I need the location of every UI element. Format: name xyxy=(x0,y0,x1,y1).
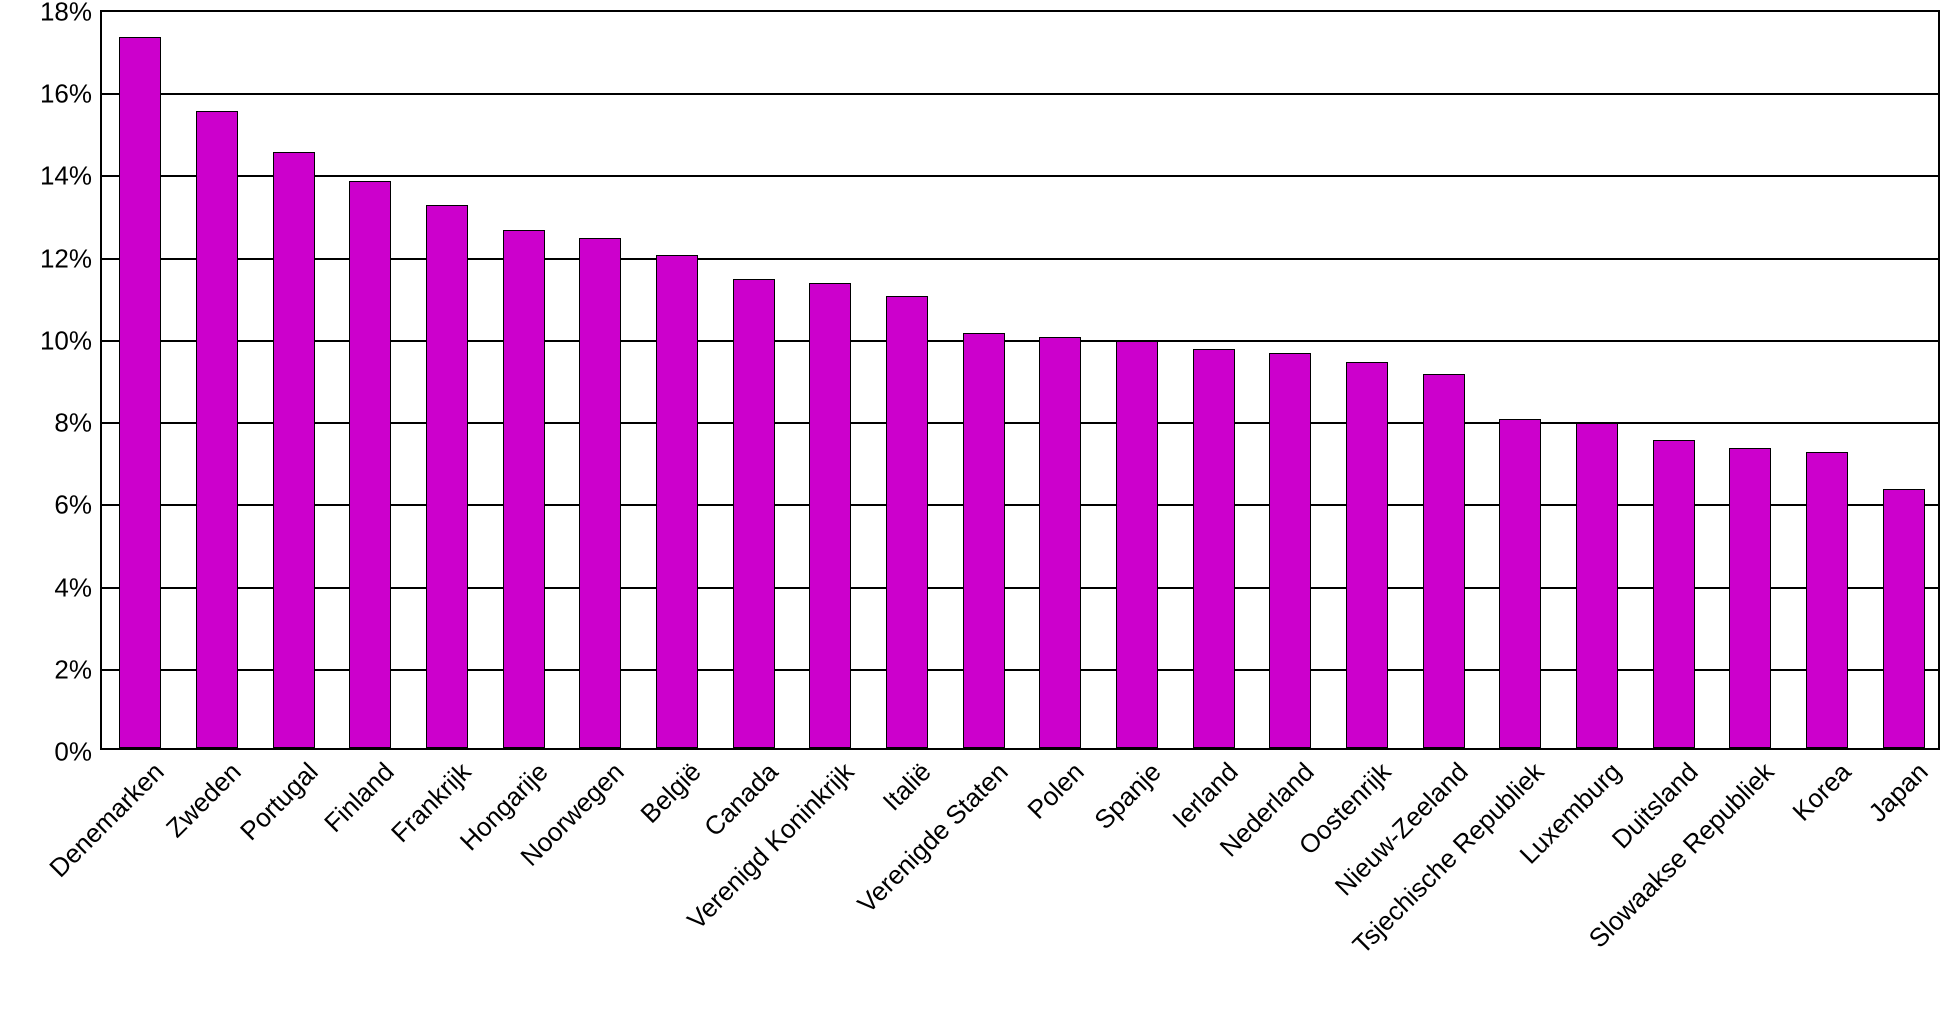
bar xyxy=(1423,374,1465,748)
bar xyxy=(1729,448,1771,748)
bar xyxy=(1269,353,1311,748)
y-tick-label: 8% xyxy=(54,408,102,439)
bar xyxy=(579,238,621,748)
bar xyxy=(1653,440,1695,748)
bar xyxy=(886,296,928,748)
y-tick-label: 0% xyxy=(54,737,102,768)
bar xyxy=(273,152,315,748)
y-tick-label: 10% xyxy=(40,325,102,356)
bar xyxy=(809,283,851,748)
bar xyxy=(963,333,1005,748)
y-tick-label: 18% xyxy=(40,0,102,28)
x-tick-text: Denemarken xyxy=(44,756,171,883)
x-tick-text: Japan xyxy=(1862,756,1934,828)
y-tick-label: 2% xyxy=(54,654,102,685)
bar xyxy=(656,255,698,748)
bar xyxy=(1039,337,1081,748)
bar xyxy=(1499,419,1541,748)
bar xyxy=(119,37,161,748)
bar xyxy=(1346,362,1388,748)
bar xyxy=(1116,341,1158,748)
plot-area: 0%2%4%6%8%10%12%14%16%18%DenemarkenZwede… xyxy=(100,10,1940,750)
bar xyxy=(1576,423,1618,748)
y-tick-label: 6% xyxy=(54,490,102,521)
y-tick-label: 14% xyxy=(40,161,102,192)
bar xyxy=(196,111,238,748)
bar xyxy=(503,230,545,748)
bar xyxy=(349,181,391,748)
gridline xyxy=(102,93,1938,95)
x-tick-text: Italië xyxy=(877,756,938,817)
gridline xyxy=(102,175,1938,177)
y-tick-label: 4% xyxy=(54,572,102,603)
x-tick-text: Polen xyxy=(1022,756,1091,825)
bar xyxy=(1806,452,1848,748)
bar xyxy=(1193,349,1235,748)
bar xyxy=(733,279,775,748)
x-tick-text: Korea xyxy=(1786,756,1857,827)
y-tick-label: 16% xyxy=(40,79,102,110)
x-tick-text: België xyxy=(634,756,707,829)
chart-container: 0%2%4%6%8%10%12%14%16%18%DenemarkenZwede… xyxy=(0,0,1957,1012)
y-tick-label: 12% xyxy=(40,243,102,274)
x-tick-text: Nieuw-Zeeland xyxy=(1328,756,1474,902)
bar xyxy=(426,205,468,748)
bar xyxy=(1883,489,1925,748)
